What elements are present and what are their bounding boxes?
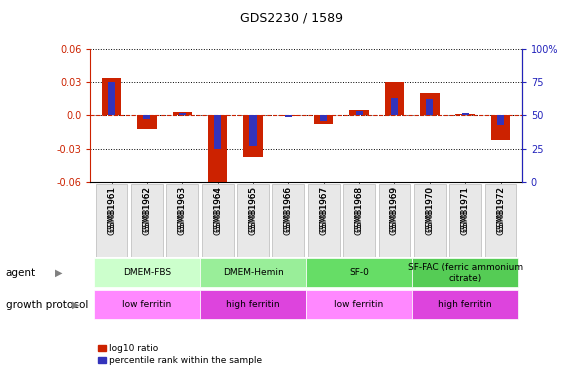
FancyBboxPatch shape bbox=[200, 290, 306, 319]
Text: GSM81968: GSM81968 bbox=[354, 186, 364, 232]
Text: growth protocol: growth protocol bbox=[6, 300, 88, 310]
Text: GSM81961: GSM81961 bbox=[107, 186, 116, 235]
Text: ▶: ▶ bbox=[55, 268, 62, 278]
Bar bbox=[420, 93, 440, 116]
Bar bbox=[462, 112, 469, 116]
Text: ▶: ▶ bbox=[72, 300, 79, 310]
Text: SF-0: SF-0 bbox=[349, 268, 369, 277]
FancyBboxPatch shape bbox=[94, 258, 200, 287]
Bar bbox=[385, 82, 404, 116]
Text: GSM81962: GSM81962 bbox=[142, 186, 152, 235]
Text: GSM81967: GSM81967 bbox=[319, 186, 328, 232]
FancyBboxPatch shape bbox=[306, 258, 412, 287]
Text: GSM81969: GSM81969 bbox=[390, 186, 399, 232]
Bar bbox=[349, 110, 369, 116]
Text: GSM81966: GSM81966 bbox=[284, 186, 293, 232]
FancyBboxPatch shape bbox=[484, 184, 517, 257]
Text: GSM81965: GSM81965 bbox=[248, 186, 258, 235]
Bar bbox=[285, 116, 292, 117]
Text: GSM81970: GSM81970 bbox=[426, 186, 434, 232]
Bar bbox=[356, 111, 363, 116]
FancyBboxPatch shape bbox=[378, 184, 410, 257]
Bar bbox=[243, 116, 263, 158]
FancyBboxPatch shape bbox=[200, 258, 306, 287]
FancyBboxPatch shape bbox=[94, 290, 200, 319]
FancyBboxPatch shape bbox=[166, 184, 198, 257]
Bar bbox=[102, 78, 121, 116]
Text: GDS2230 / 1589: GDS2230 / 1589 bbox=[240, 11, 343, 24]
Legend: log10 ratio, percentile rank within the sample: log10 ratio, percentile rank within the … bbox=[95, 340, 266, 369]
Bar bbox=[314, 116, 333, 124]
FancyBboxPatch shape bbox=[412, 258, 518, 287]
Text: GSM81970: GSM81970 bbox=[426, 186, 434, 235]
Bar bbox=[250, 116, 257, 146]
FancyBboxPatch shape bbox=[237, 184, 269, 257]
Bar bbox=[108, 82, 115, 116]
FancyBboxPatch shape bbox=[412, 290, 518, 319]
Text: DMEM-FBS: DMEM-FBS bbox=[123, 268, 171, 277]
Text: DMEM-Hemin: DMEM-Hemin bbox=[223, 268, 283, 277]
Bar bbox=[497, 116, 504, 124]
Text: GSM81968: GSM81968 bbox=[354, 186, 364, 235]
FancyBboxPatch shape bbox=[131, 184, 163, 257]
FancyBboxPatch shape bbox=[306, 290, 412, 319]
Text: GSM81964: GSM81964 bbox=[213, 186, 222, 235]
Text: GSM81967: GSM81967 bbox=[319, 186, 328, 235]
Text: GSM81963: GSM81963 bbox=[178, 186, 187, 232]
Text: SF-FAC (ferric ammonium
citrate): SF-FAC (ferric ammonium citrate) bbox=[408, 263, 523, 282]
FancyBboxPatch shape bbox=[414, 184, 446, 257]
FancyBboxPatch shape bbox=[449, 184, 481, 257]
Text: GSM81962: GSM81962 bbox=[142, 186, 152, 232]
Bar bbox=[320, 116, 327, 121]
Text: GSM81965: GSM81965 bbox=[248, 186, 258, 232]
Text: GSM81972: GSM81972 bbox=[496, 186, 505, 235]
Text: low ferritin: low ferritin bbox=[122, 300, 171, 309]
Bar bbox=[491, 116, 510, 140]
Bar bbox=[426, 99, 433, 116]
Bar bbox=[391, 98, 398, 116]
FancyBboxPatch shape bbox=[272, 184, 304, 257]
Text: agent: agent bbox=[6, 268, 36, 278]
Text: GSM81969: GSM81969 bbox=[390, 186, 399, 235]
FancyBboxPatch shape bbox=[96, 184, 128, 257]
Text: GSM81964: GSM81964 bbox=[213, 186, 222, 232]
Text: GSM81971: GSM81971 bbox=[461, 186, 470, 232]
Text: GSM81971: GSM81971 bbox=[461, 186, 470, 235]
Text: GSM81961: GSM81961 bbox=[107, 186, 116, 232]
FancyBboxPatch shape bbox=[343, 184, 375, 257]
Text: high ferritin: high ferritin bbox=[226, 300, 280, 309]
Text: GSM81963: GSM81963 bbox=[178, 186, 187, 235]
Bar bbox=[137, 116, 157, 129]
Text: high ferritin: high ferritin bbox=[438, 300, 492, 309]
Bar bbox=[173, 112, 192, 116]
Bar bbox=[179, 112, 186, 116]
FancyBboxPatch shape bbox=[202, 184, 234, 257]
Text: GSM81972: GSM81972 bbox=[496, 186, 505, 232]
Bar bbox=[455, 114, 475, 116]
FancyBboxPatch shape bbox=[308, 184, 340, 257]
Bar bbox=[143, 116, 150, 119]
Bar bbox=[208, 116, 227, 185]
Bar bbox=[214, 116, 221, 148]
Text: low ferritin: low ferritin bbox=[335, 300, 384, 309]
Text: GSM81966: GSM81966 bbox=[284, 186, 293, 235]
